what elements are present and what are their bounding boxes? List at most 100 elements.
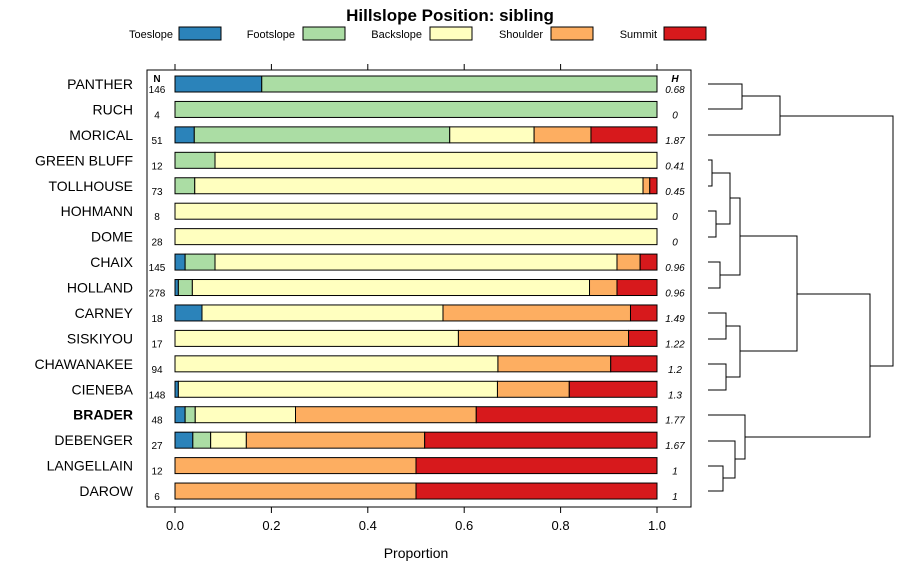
h-value: 1.87 [665,136,685,147]
bar-segment-summit [590,126,658,144]
row-carney: CARNEY 18 1.49 [75,304,685,325]
h-value: 0.68 [665,85,685,96]
x-axis: 0.0 0.2 0.4 0.6 0.8 1.0 [166,64,666,533]
h-value: 0 [672,212,678,223]
row-hohmann: HOHMANN 8 0 [61,202,678,223]
n-value: 278 [149,289,166,300]
n-value: 146 [149,85,166,96]
bar-segment-shoulder [442,304,631,322]
row-label: RUCH [93,101,133,117]
row-label: DAROW [79,483,133,499]
x-tick-label: 0.6 [455,518,473,533]
n-value: 148 [149,390,166,401]
bar-segment-toeslope [174,431,194,449]
x-tick-label: 0.0 [166,518,184,533]
row-label: CIENEBA [72,381,134,397]
bar-segment-shoulder [589,279,618,297]
bar-segment-summit [639,253,658,271]
bar-segment-footslope [174,151,216,169]
bar-segment-backslope [174,228,658,246]
row-label: SISKIYOU [67,330,133,346]
x-axis-title: Proportion [384,545,449,561]
plot-frame [146,69,692,508]
row-label: TOLLHOUSE [48,178,133,194]
bar-segment-shoulder [245,431,426,449]
bar-segment-toeslope [174,304,203,322]
h-value: 1.67 [665,441,685,452]
row-label: MORICAL [69,127,133,143]
row-label: PANTHER [67,76,133,92]
bar-segment-summit [568,380,658,398]
h-value: 0.41 [665,161,684,172]
bar-segment-backslope [174,202,658,220]
n-value: 48 [151,416,163,427]
row-label: CARNEY [75,305,134,321]
n-value: 73 [151,187,163,198]
n-value: 4 [154,110,160,121]
row-panther: PANTHER 146 0.68 [67,75,685,96]
row-label: LANGELLAIN [47,458,133,474]
legend-label-toeslope: Toeslope [129,29,173,41]
n-value: 17 [151,339,163,350]
bar-segment-backslope [177,380,498,398]
x-tick-label: 1.0 [648,518,666,533]
legend-label-backslope: Backslope [371,29,422,41]
row-chaix: CHAIX 145 0.96 [90,253,685,274]
dendrogram-branch [780,115,894,367]
bar-segment-summit [415,457,658,475]
row-label: CHAWANAKEE [34,356,133,372]
row-morical: MORICAL 51 1.87 [69,126,685,147]
bar-segment-shoulder [174,457,417,475]
h-value: 0 [672,238,678,249]
bar-segment-summit [475,406,658,424]
bar-segment-toeslope [174,253,186,271]
bar-segment-shoulder [642,177,651,195]
row-tollhouse: TOLLHOUSE 73 0.45 [48,177,685,198]
n-value: 12 [151,467,163,478]
dendrogram [708,83,894,492]
bar-segment-footslope [261,75,658,93]
h-header: H [671,74,679,85]
bar-segment-backslope [210,431,247,449]
bar-segment-backslope [214,151,658,169]
bar-segment-footslope [192,431,212,449]
row-label: HOLLAND [67,280,133,296]
bar-segment-footslope [174,177,196,195]
row-debenger: DEBENGER 27 1.67 [54,431,685,452]
bar-segment-backslope [214,253,618,271]
bar-segment-backslope [194,406,296,424]
legend-swatch-summit [663,26,707,41]
h-value: 0.45 [665,187,685,198]
n-value: 27 [151,441,163,452]
row-label: CHAIX [90,254,133,270]
legend-label-shoulder: Shoulder [499,29,543,41]
bar-segment-summit [628,329,658,347]
bar-segment-toeslope [174,75,263,93]
bar-segment-backslope [174,329,459,347]
bar-segment-shoulder [295,406,477,424]
h-value: 1.22 [665,339,685,350]
row-label: DEBENGER [54,432,133,448]
n-value: 51 [151,136,163,147]
row-label: BRADER [73,407,133,423]
legend-swatch-shoulder [550,26,594,41]
h-value: 1.77 [665,416,685,427]
legend-swatch-footslope [302,26,346,41]
bar-segment-summit [610,355,658,373]
legend: Toeslope Footslope Backslope Shoulder Summit [129,26,707,41]
bar-segment-backslope [191,279,591,297]
row-brader: BRADER 48 1.77 [73,406,685,427]
bar-segment-summit [629,304,658,322]
chart-title: Hillslope Position: sibling [346,6,554,25]
bar-segment-shoulder [457,329,630,347]
x-tick-label: 0.4 [359,518,377,533]
row-label: HOHMANN [61,203,133,219]
bar-segment-shoulder [616,253,641,271]
bar-segment-footslope [174,100,658,118]
bar-segment-toeslope [174,380,179,398]
legend-label-footslope: Footslope [247,29,295,41]
h-value: 1.3 [668,390,682,401]
n-value: 12 [151,161,163,172]
row-dome: DOME 28 0 [91,228,678,249]
